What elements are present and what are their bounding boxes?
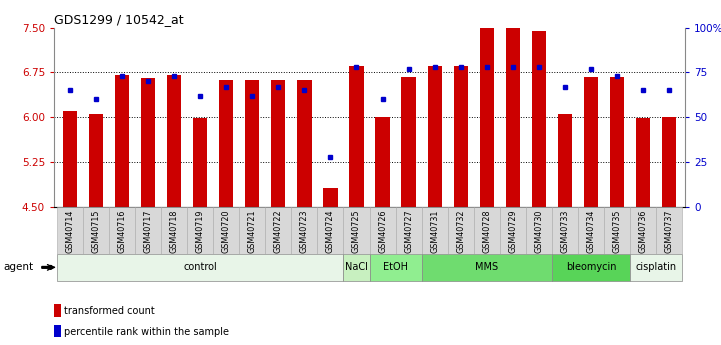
Bar xyxy=(323,188,337,207)
FancyBboxPatch shape xyxy=(369,254,422,280)
Text: GSM40715: GSM40715 xyxy=(92,209,100,253)
Bar xyxy=(63,111,77,207)
FancyBboxPatch shape xyxy=(448,207,474,254)
Bar xyxy=(454,67,468,207)
FancyBboxPatch shape xyxy=(500,207,526,254)
FancyBboxPatch shape xyxy=(291,207,317,254)
FancyBboxPatch shape xyxy=(343,207,369,254)
Text: GSM40735: GSM40735 xyxy=(613,209,622,253)
Text: bleomycin: bleomycin xyxy=(566,263,616,272)
Bar xyxy=(662,117,676,207)
Text: GDS1299 / 10542_at: GDS1299 / 10542_at xyxy=(54,13,184,27)
FancyBboxPatch shape xyxy=(239,207,265,254)
Bar xyxy=(89,114,103,207)
Text: cisplatin: cisplatin xyxy=(636,263,677,272)
FancyBboxPatch shape xyxy=(604,207,630,254)
Text: agent: agent xyxy=(4,263,34,272)
Text: GSM40716: GSM40716 xyxy=(118,209,126,253)
FancyBboxPatch shape xyxy=(474,207,500,254)
FancyBboxPatch shape xyxy=(135,207,161,254)
Bar xyxy=(636,118,650,207)
Bar xyxy=(115,76,129,207)
FancyBboxPatch shape xyxy=(83,207,109,254)
Text: GSM40727: GSM40727 xyxy=(404,209,413,253)
Bar xyxy=(141,78,155,207)
Text: GSM40717: GSM40717 xyxy=(143,209,152,253)
FancyBboxPatch shape xyxy=(57,254,343,280)
Text: GSM40723: GSM40723 xyxy=(300,209,309,253)
FancyBboxPatch shape xyxy=(552,207,578,254)
Bar xyxy=(558,114,572,207)
Bar xyxy=(193,118,207,207)
FancyBboxPatch shape xyxy=(422,254,552,280)
Bar xyxy=(402,77,416,207)
FancyBboxPatch shape xyxy=(656,207,682,254)
Bar xyxy=(584,77,598,207)
Text: GSM40736: GSM40736 xyxy=(639,209,647,253)
Bar xyxy=(245,80,260,207)
FancyBboxPatch shape xyxy=(552,254,630,280)
Bar xyxy=(167,76,181,207)
FancyBboxPatch shape xyxy=(57,207,83,254)
FancyBboxPatch shape xyxy=(265,207,291,254)
Text: GSM40719: GSM40719 xyxy=(195,209,205,253)
Bar xyxy=(610,77,624,207)
Text: GSM40732: GSM40732 xyxy=(456,209,465,253)
Bar xyxy=(271,80,286,207)
Text: GSM40726: GSM40726 xyxy=(378,209,387,253)
Text: GSM40720: GSM40720 xyxy=(221,209,231,253)
FancyBboxPatch shape xyxy=(213,207,239,254)
FancyBboxPatch shape xyxy=(526,207,552,254)
Bar xyxy=(349,67,363,207)
Bar xyxy=(532,31,546,207)
Text: GSM40725: GSM40725 xyxy=(352,209,361,253)
Text: GSM40734: GSM40734 xyxy=(587,209,596,253)
Text: GSM40737: GSM40737 xyxy=(665,209,674,253)
Text: NaCl: NaCl xyxy=(345,263,368,272)
Text: GSM40722: GSM40722 xyxy=(274,209,283,253)
FancyBboxPatch shape xyxy=(343,254,369,280)
Text: control: control xyxy=(183,263,217,272)
Text: GSM40731: GSM40731 xyxy=(430,209,439,253)
Bar xyxy=(479,28,494,207)
Bar xyxy=(297,80,311,207)
FancyBboxPatch shape xyxy=(369,207,396,254)
FancyBboxPatch shape xyxy=(396,207,422,254)
Bar xyxy=(54,304,61,317)
Text: EtOH: EtOH xyxy=(383,263,408,272)
Bar xyxy=(428,67,442,207)
Text: transformed count: transformed count xyxy=(64,306,155,316)
FancyBboxPatch shape xyxy=(161,207,187,254)
Bar xyxy=(219,80,234,207)
Text: percentile rank within the sample: percentile rank within the sample xyxy=(64,327,229,337)
Text: MMS: MMS xyxy=(475,263,498,272)
Bar xyxy=(54,325,61,337)
Bar xyxy=(376,117,390,207)
FancyBboxPatch shape xyxy=(630,254,682,280)
Text: GSM40721: GSM40721 xyxy=(248,209,257,253)
Text: GSM40728: GSM40728 xyxy=(482,209,491,253)
FancyBboxPatch shape xyxy=(422,207,448,254)
FancyBboxPatch shape xyxy=(630,207,656,254)
Text: GSM40718: GSM40718 xyxy=(169,209,179,253)
Text: GSM40729: GSM40729 xyxy=(508,209,518,253)
Text: GSM40730: GSM40730 xyxy=(534,209,544,253)
Text: GSM40733: GSM40733 xyxy=(560,209,570,253)
FancyBboxPatch shape xyxy=(578,207,604,254)
Text: GSM40724: GSM40724 xyxy=(326,209,335,253)
Bar xyxy=(505,28,520,207)
Text: GSM40714: GSM40714 xyxy=(65,209,74,253)
FancyBboxPatch shape xyxy=(317,207,343,254)
FancyBboxPatch shape xyxy=(109,207,135,254)
FancyBboxPatch shape xyxy=(187,207,213,254)
